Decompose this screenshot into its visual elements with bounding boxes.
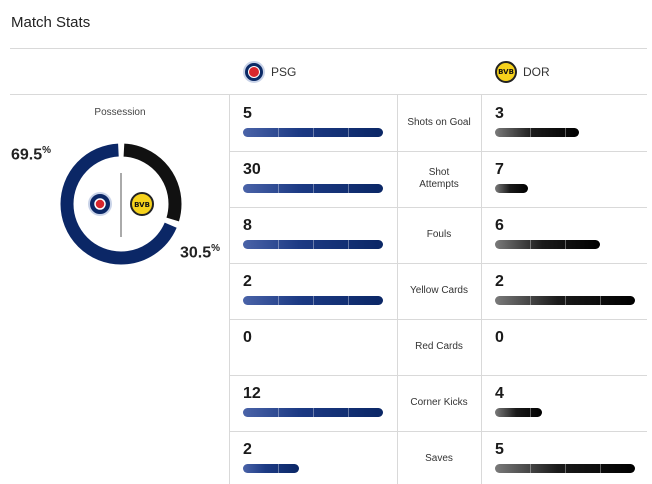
away-stat-value: 5 [495,441,504,458]
column-divider-3 [481,94,482,484]
away-team-name: DOR [523,65,550,79]
row-divider [229,431,647,432]
away-stat-value: 7 [495,161,504,178]
home-stat-bar [243,240,383,249]
home-stat-bar [243,128,383,137]
stat-label: Corner Kicks [410,397,468,408]
away-stat-bar [495,408,542,417]
away-stat-bar [495,296,635,305]
stat-label: Red Cards [415,341,463,352]
home-stat-value: 0 [243,329,252,346]
column-divider-1 [229,94,230,484]
home-stat-bar [243,184,383,193]
away-stat-value: 0 [495,329,504,346]
row-divider [229,319,647,320]
possession-donut-chart: BVB [60,143,182,265]
home-stat-value: 5 [243,105,252,122]
possession-label: Possession [94,107,146,118]
home-stat-value: 2 [243,273,252,290]
home-stat-value: 12 [243,385,261,402]
away-team-header: BVB DOR [495,61,550,83]
svg-text:BVB: BVB [134,201,150,209]
away-stat-bar [495,184,528,193]
stat-label: Saves [425,453,453,464]
away-stat-value: 4 [495,385,504,402]
row-divider [229,207,647,208]
row-divider [229,375,647,376]
stat-label: Fouls [426,229,452,240]
away-stat-value: 3 [495,105,504,122]
header-divider [10,94,647,95]
donut-home-arc [60,143,182,265]
home-stat-value: 8 [243,217,252,234]
donut-bvb-crest-icon: BVB [130,192,154,216]
home-stat-bar [243,408,383,417]
away-stat-value: 2 [495,273,504,290]
home-possession-pct: 69.5% [11,145,52,164]
away-stat-bar [495,464,635,473]
home-stat-bar [243,464,299,473]
home-stat-value: 2 [243,441,252,458]
stat-label: Shot Attempts [419,167,459,190]
away-possession-pct: 30.5% [180,243,221,262]
away-stat-value: 6 [495,217,504,234]
panel-title: Match Stats [11,14,91,31]
home-stat-value: 30 [243,161,261,178]
column-divider-2 [397,94,398,484]
home-stat-bar [243,296,383,305]
psg-crest-icon [243,61,265,83]
stat-label: Yellow Cards [410,285,468,296]
away-stat-bar [495,128,579,137]
row-divider [229,151,647,152]
bvb-crest-icon: BVB [495,61,517,83]
away-stat-bar [495,240,600,249]
home-team-header: PSG [243,61,296,83]
home-team-name: PSG [271,65,297,79]
title-divider [10,48,647,49]
stat-label: Shots on Goal [407,117,471,128]
row-divider [229,263,647,264]
donut-psg-crest-icon [88,192,112,216]
donut-away-arc [60,143,182,265]
